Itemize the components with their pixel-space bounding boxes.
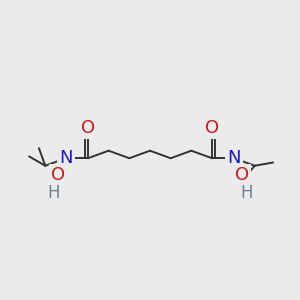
- Text: N: N: [59, 149, 73, 167]
- Text: H: H: [241, 184, 253, 202]
- Text: N: N: [227, 149, 241, 167]
- Text: H: H: [47, 184, 59, 202]
- Text: O: O: [235, 166, 249, 184]
- Text: O: O: [205, 119, 219, 137]
- Text: O: O: [81, 119, 95, 137]
- Text: O: O: [51, 166, 65, 184]
